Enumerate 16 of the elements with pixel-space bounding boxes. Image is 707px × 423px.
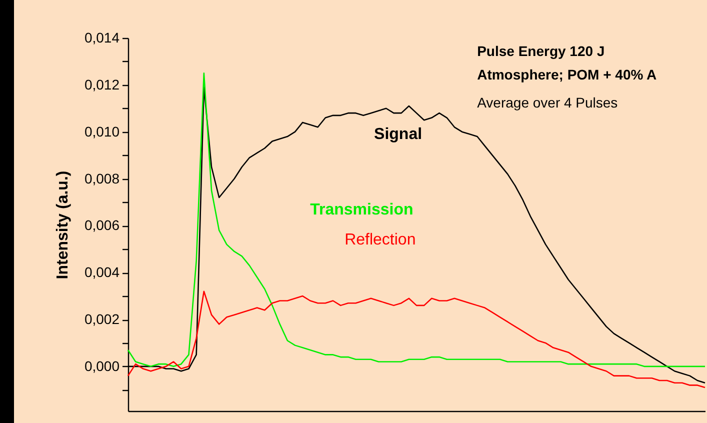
- text: Reflection: [344, 232, 416, 249]
- line-series: [127, 290, 706, 388]
- text: Transmission: [310, 201, 414, 218]
- series-label: Signal: [374, 126, 422, 144]
- annotation: Pulse Energy 120 J: [477, 43, 605, 60]
- y-tick-label: 0,002: [84, 311, 120, 328]
- y-tick-label: 0,004: [84, 264, 120, 280]
- annotation: Atmosphere; POM + 40% A: [477, 66, 657, 83]
- y-axis-title: Intensity (a.u.): [54, 170, 72, 280]
- y-tick-label: 0,012: [84, 76, 120, 92]
- y-tick-label: 0,008: [84, 170, 120, 186]
- y-tick-label: 0,000: [84, 358, 120, 374]
- y-tick-label: 0,014: [84, 30, 120, 46]
- y-tick-label: 0,006: [84, 217, 120, 234]
- y-tick-label: 0,010: [84, 123, 120, 140]
- annotation: Average over 4 Pulses: [477, 94, 618, 111]
